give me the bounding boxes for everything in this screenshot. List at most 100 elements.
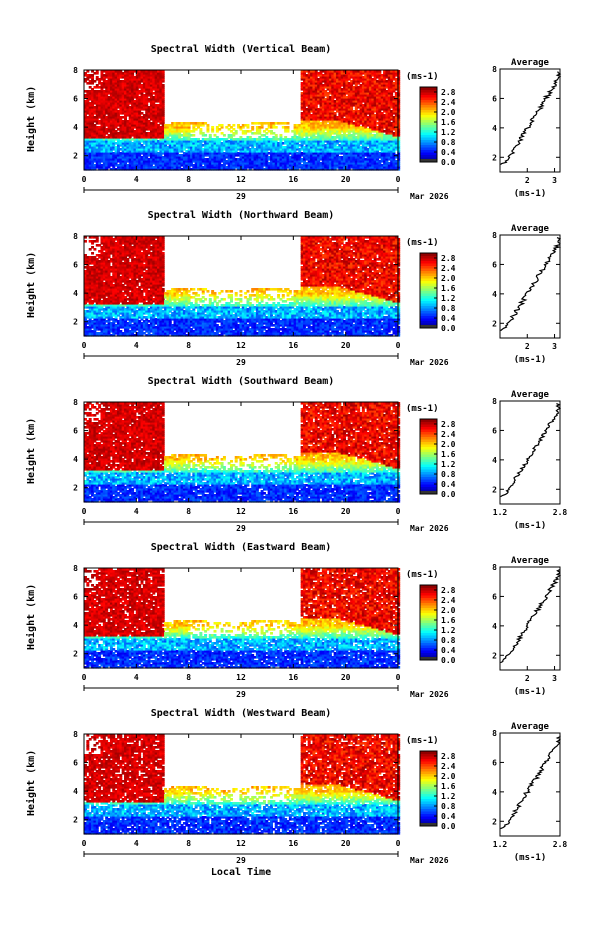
heatmap-cell	[215, 148, 219, 151]
heatmap-cell	[100, 94, 104, 97]
heatmap-cell	[112, 116, 116, 119]
heatmap-cell	[154, 94, 158, 97]
heatmap-cell	[159, 114, 163, 117]
heatmap-cell	[321, 154, 325, 157]
heatmap-cell	[253, 142, 257, 145]
heatmap-cell	[361, 92, 365, 95]
heatmap-cell	[98, 82, 102, 85]
heatmap-cell	[258, 140, 262, 143]
heatmap-cell	[376, 80, 379, 83]
heatmap-cell	[135, 112, 139, 115]
heatmap-cell	[154, 100, 158, 103]
heatmap-cell	[105, 76, 109, 79]
heatmap-cell	[277, 142, 281, 145]
heatmap-cell	[394, 104, 398, 107]
heatmap-cell	[312, 134, 316, 137]
heatmap-cell	[201, 168, 205, 171]
heatmap-cell	[270, 158, 273, 161]
heatmap-cell	[357, 126, 361, 129]
heatmap-cell	[159, 158, 163, 161]
heatmap-cell	[345, 168, 349, 171]
heatmap-cell	[383, 108, 387, 111]
heatmap-cell	[347, 154, 351, 157]
heatmap-cell	[380, 78, 384, 81]
heatmap-cell	[100, 96, 104, 99]
heatmap-cell	[312, 90, 316, 93]
heatmap-cell	[312, 162, 316, 165]
heatmap-cell	[93, 144, 97, 147]
heatmap-cell	[135, 114, 139, 117]
heatmap-cell	[368, 158, 372, 161]
heatmap-cell	[175, 154, 179, 157]
heatmap-cell	[371, 106, 375, 109]
heatmap-cell	[86, 284, 90, 287]
heatmap-cell	[394, 70, 398, 73]
heatmap-cell	[138, 144, 142, 147]
heatmap-cell	[105, 88, 109, 91]
heatmap-cell	[359, 162, 363, 165]
heatmap-cell	[166, 164, 170, 167]
heatmap-cell	[385, 134, 389, 137]
heatmap-cell	[225, 162, 229, 165]
heatmap-cell	[373, 164, 377, 167]
heatmap-cell	[383, 76, 387, 79]
heatmap-cell	[392, 112, 396, 115]
heatmap-cell	[133, 80, 137, 83]
heatmap-cell	[380, 144, 384, 147]
heatmap-cell	[331, 154, 335, 157]
heatmap-cell	[182, 140, 186, 143]
heatmap-cell	[121, 140, 125, 143]
heatmap-cell	[324, 82, 328, 85]
heatmap-cell	[310, 128, 314, 131]
heatmap-cell	[180, 148, 184, 151]
heatmap-cell	[298, 150, 302, 153]
heatmap-cell	[321, 136, 325, 139]
heatmap-cell	[171, 166, 175, 169]
heatmap-cell	[84, 138, 87, 141]
heatmap-cell	[109, 138, 113, 141]
heatmap-cell	[354, 106, 358, 109]
heatmap-cell	[84, 94, 87, 97]
heatmap-cell	[175, 156, 179, 159]
heatmap-cell	[147, 140, 151, 143]
heatmap-cell	[376, 102, 379, 105]
heatmap-cell	[248, 138, 252, 141]
heatmap-cell	[109, 140, 113, 143]
heatmap-cell	[119, 158, 123, 161]
heatmap-cell	[394, 102, 398, 105]
heatmap-cell	[128, 130, 132, 133]
heatmap-cell	[147, 92, 151, 95]
heatmap-cell	[340, 122, 344, 125]
heatmap-cell	[368, 130, 372, 133]
heatmap-cell	[307, 78, 311, 81]
heatmap-cell	[114, 168, 118, 171]
heatmap-cell	[157, 142, 160, 145]
heatmap-cell	[147, 84, 151, 87]
heatmap-cell	[319, 74, 323, 77]
heatmap-cell	[317, 128, 321, 131]
heatmap-cell	[298, 158, 302, 161]
heatmap-cell	[387, 88, 391, 91]
heatmap-cell	[119, 126, 123, 129]
heatmap-cell	[335, 70, 339, 73]
heatmap-cell	[149, 96, 153, 99]
heatmap-cell	[373, 140, 377, 143]
heatmap-cell	[338, 88, 342, 91]
heatmap-cell	[251, 144, 255, 147]
heatmap-cell	[366, 154, 370, 157]
heatmap-cell	[140, 150, 144, 153]
heatmap-cell	[133, 84, 137, 87]
heatmap-cell	[168, 166, 172, 169]
heatmap-cell	[350, 92, 354, 95]
heatmap-cell	[345, 122, 349, 125]
heatmap-cell	[312, 78, 316, 81]
heatmap-cell	[359, 80, 363, 83]
heatmap-cell	[128, 142, 132, 145]
heatmap-cell	[149, 92, 153, 95]
heatmap-cell	[364, 102, 368, 105]
heatmap-cell	[220, 146, 224, 149]
heatmap-cell	[95, 118, 99, 121]
heatmap-cell	[350, 118, 354, 121]
heatmap-cell	[185, 136, 189, 139]
heatmap-cell	[345, 144, 349, 147]
